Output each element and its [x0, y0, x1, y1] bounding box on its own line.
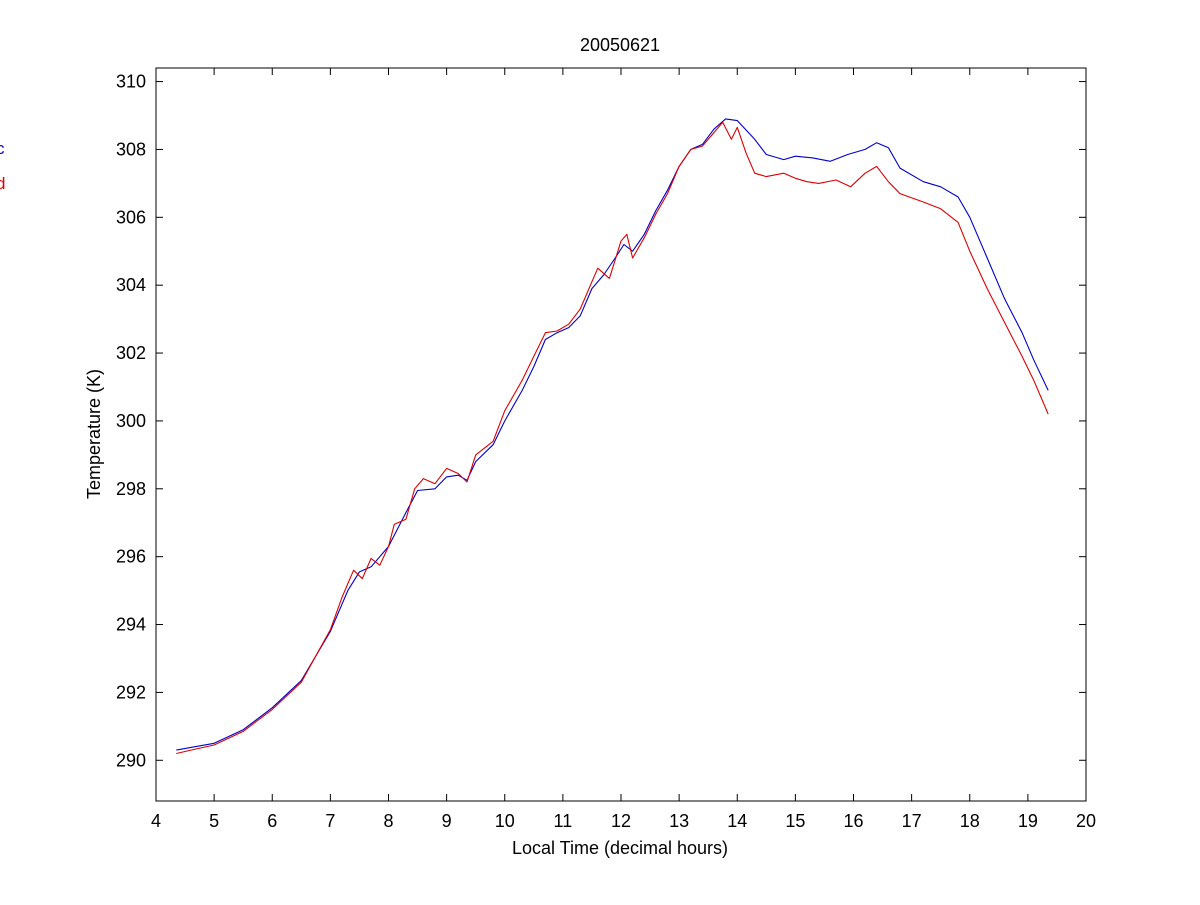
y-tick-label: 294 — [116, 615, 146, 635]
y-tick-label: 292 — [116, 682, 146, 702]
x-tick-label: 18 — [960, 811, 980, 831]
y-tick-label: 300 — [116, 411, 146, 431]
x-tick-label: 8 — [383, 811, 393, 831]
x-tick-label: 13 — [669, 811, 689, 831]
x-tick-label: 9 — [442, 811, 452, 831]
x-tick-label: 14 — [727, 811, 747, 831]
y-tick-label: 298 — [116, 479, 146, 499]
y-tick-label: 308 — [116, 139, 146, 159]
y-tick-label: 290 — [116, 750, 146, 770]
x-tick-label: 12 — [611, 811, 631, 831]
series-line-c — [176, 118, 1049, 751]
x-tick-label: 7 — [325, 811, 335, 831]
x-tick-label: 16 — [843, 811, 863, 831]
x-tick-label: 15 — [785, 811, 805, 831]
series-layer — [176, 118, 1049, 755]
x-tick-label: 20 — [1076, 811, 1096, 831]
y-tick-label: 296 — [116, 547, 146, 567]
x-tick-label: 5 — [209, 811, 219, 831]
y-tick-label: 310 — [116, 72, 146, 92]
legend-entry-d: d — [0, 174, 5, 193]
y-axis-label: Temperature (K) — [84, 369, 104, 499]
x-tick-label: 6 — [267, 811, 277, 831]
legend: c d — [0, 139, 5, 193]
x-tick-label: 10 — [495, 811, 515, 831]
y-axis: 290 292 294 296 298 300 302 304 306 308 310 — [116, 72, 1086, 770]
y-tick-label: 304 — [116, 275, 146, 295]
series-line-d — [176, 121, 1049, 755]
x-tick-label: 4 — [151, 811, 161, 831]
legend-entry-c: c — [0, 139, 5, 158]
chart-title: 20050621 — [580, 35, 660, 55]
x-tick-label: 19 — [1018, 811, 1038, 831]
x-axis-label: Local Time (decimal hours) — [512, 838, 728, 858]
y-tick-label: 302 — [116, 343, 146, 363]
y-tick-label: 306 — [116, 207, 146, 227]
x-tick-label: 11 — [554, 811, 573, 831]
x-tick-label: 17 — [902, 811, 922, 831]
x-axis: 4 5 6 7 8 9 10 11 12 13 14 15 16 17 18 19 20 — [151, 68, 1096, 831]
